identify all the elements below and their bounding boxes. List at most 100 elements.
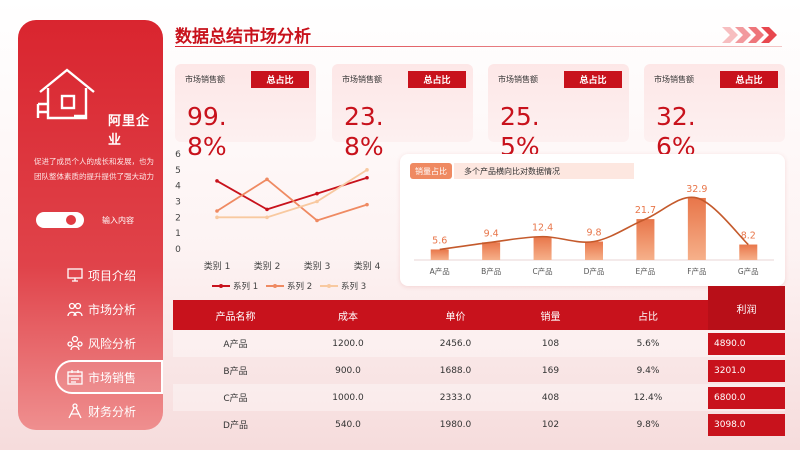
kpi-tag: 总占比 [251, 71, 309, 88]
table-cell: 9.8% [636, 419, 660, 430]
table-cell: 108 [541, 338, 560, 349]
bar-value-label: 8.2 [741, 231, 756, 242]
company-description: 促进了成员个人的成长和发展，也为团队整体素质的提升提供了强大动力 [34, 157, 154, 181]
bar [687, 197, 706, 260]
profit-value: 6800.0 [708, 386, 785, 409]
table-header-cell: 产品名称 [215, 311, 256, 323]
x-tick-label: A产品 [430, 266, 450, 276]
kpi-tag: 总占比 [408, 71, 466, 88]
sidebar-item-label: 市场销售 [88, 370, 137, 385]
sidebar-item-finance-analysis[interactable]: 财务分析 [18, 394, 163, 428]
line-point [215, 215, 219, 220]
table-row: B产品 900.0 1688.0 169 9.4% 3201.0 [173, 357, 785, 384]
line-point [215, 179, 219, 183]
line-point [315, 199, 319, 204]
table-header-cell: 占比 [638, 311, 658, 323]
x-tick-label: E产品 [636, 266, 656, 276]
active-nav-highlight [55, 360, 163, 394]
kpi-label: 市场销售额 [185, 75, 225, 84]
bar [585, 241, 603, 260]
sidebar-item-label: 风险分析 [88, 336, 137, 351]
x-tick-label: B产品 [481, 266, 501, 276]
sidebar-item-label: 市场分析 [88, 302, 137, 317]
line-point [365, 168, 369, 172]
bar-value-label: 9.8 [586, 228, 601, 239]
table-cell: B产品 [223, 367, 248, 377]
table-cell: D产品 [223, 421, 248, 431]
x-tick-label: 类别 1 [204, 260, 231, 272]
bar-chart-subtitle: 多个产品横向比对数据情况 [454, 163, 634, 179]
bar-value-label: 5.6 [432, 235, 447, 246]
sidebar-item-market-sales[interactable]: 市场销售 [55, 360, 163, 394]
y-tick-label: 4 [175, 182, 181, 192]
table-cell: 900.0 [335, 365, 361, 376]
table-cell: 1200.0 [332, 338, 364, 349]
table-cell: A产品 [223, 340, 248, 350]
line-point [365, 202, 369, 207]
line-point [265, 177, 269, 182]
monitor-icon [67, 268, 83, 282]
bar-chart-panel: 多个产品横向比对数据情况 销量占比 5.6 A产品 9.4 B产品 12.4 C产品 9.8… [400, 154, 785, 286]
sidebar-item-project-intro[interactable]: 项目介绍 [18, 258, 163, 292]
kpi-card: 市场销售额 总占比 32.6% [644, 64, 785, 161]
table-cell: 3201.0 [708, 359, 785, 382]
sidebar-nav: 项目介绍 市场分析 风险分析 市场销售 财务分析 [18, 258, 163, 428]
legend-label: 系列 3 [341, 281, 366, 292]
table-cell: 2456.0 [439, 338, 472, 349]
y-tick-label: 3 [175, 198, 181, 208]
bar-value-label: 9.4 [484, 228, 499, 239]
x-tick-label: D产品 [584, 266, 605, 276]
kpi-card: 市场销售额 总占比 23.8% [332, 64, 473, 161]
trend-line [439, 196, 749, 251]
y-tick-label: 5 [175, 166, 181, 176]
toggle-label: 输入内容 [102, 216, 134, 225]
legend-marker [219, 284, 223, 288]
legend-label: 系列 2 [287, 281, 312, 292]
kpi-label: 市场销售额 [498, 75, 538, 84]
kpi-tag: 总占比 [564, 71, 622, 88]
bar-chart-tag: 销量占比 [410, 163, 452, 179]
chevrons-decoration-icon [722, 27, 777, 43]
table-row: A产品 1200.0 2456.0 108 5.6% 4890.0 [173, 330, 785, 357]
kpi-card: 市场销售额 总占比 25.5% [488, 64, 629, 161]
sidebar-item-label: 项目介绍 [88, 268, 137, 283]
line-point [265, 215, 269, 220]
kpi-value: 25.5% [500, 102, 540, 161]
toggle-knob [66, 215, 76, 225]
profit-value: 3201.0 [708, 359, 785, 382]
kpi-value: 23.8% [344, 102, 384, 161]
kpi-label: 市场销售额 [342, 75, 382, 84]
y-tick-label: 2 [175, 213, 181, 223]
line-series-1 [216, 176, 368, 211]
legend-label: 系列 1 [233, 281, 258, 292]
x-tick-label: G产品 [738, 266, 759, 276]
kpi-card: 市场销售额 总占比 99.8% [175, 64, 316, 161]
profit-value: 3098.0 [708, 413, 785, 436]
kpi-value: 99.8% [187, 102, 227, 161]
table-header-cell: 单价 [445, 311, 466, 323]
table-cell: 1688.0 [439, 365, 472, 376]
table-row: C产品 1000.0 2333.0 408 12.4% 6800.0 [173, 384, 785, 411]
team-icon [67, 335, 83, 351]
company-name: 阿里企业 [108, 114, 151, 148]
bar-value-label: 12.4 [532, 223, 553, 234]
table-row: D产品 540.0 1980.0 102 9.8% 3098.0 [173, 411, 785, 438]
bar [533, 236, 552, 260]
x-tick-label: 类别 4 [354, 260, 381, 272]
line-point [265, 207, 269, 212]
table-header-cell: 利润 [708, 286, 785, 330]
table-cell: 1000.0 [332, 392, 364, 403]
sidebar-item-risk-analysis[interactable]: 风险分析 [18, 326, 163, 360]
bar [636, 219, 655, 260]
sales-table: 产品名称 成本 单价 销量 占比 利润 A产品 1200.0 2456.0 108 5.… [173, 286, 785, 438]
kpi-tag: 总占比 [720, 71, 778, 88]
bar [430, 249, 449, 260]
table-cell: 5.6% [636, 338, 660, 349]
table-cell: 102 [541, 419, 560, 430]
sidebar-item-market-analysis[interactable]: 市场分析 [18, 292, 163, 326]
toggle-switch[interactable] [36, 212, 84, 228]
compass-icon [68, 403, 82, 419]
y-tick-label: 0 [175, 245, 181, 255]
table-cell: 408 [541, 392, 560, 403]
line-series-2 [216, 178, 368, 222]
